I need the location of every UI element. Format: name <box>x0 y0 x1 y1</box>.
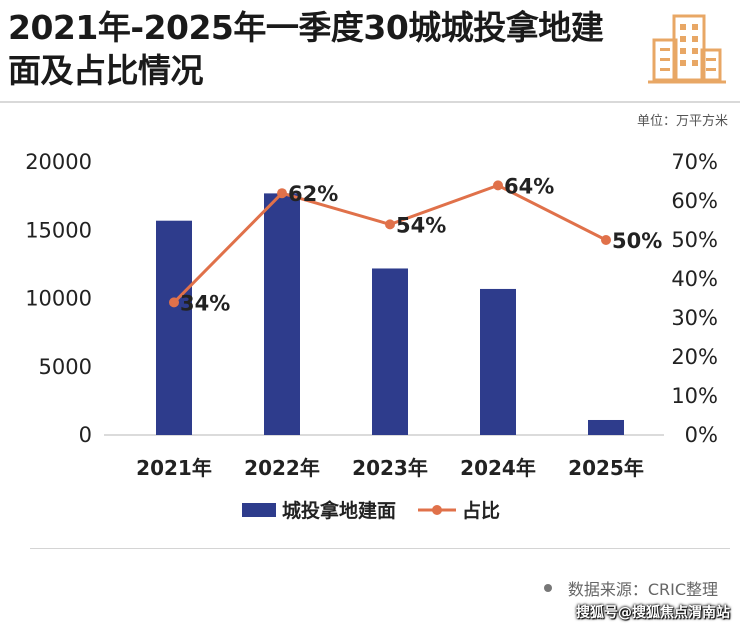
x-axis: 2021年 2022年 2023年 2024年 2025年 <box>136 456 644 480</box>
combo-chart: 0 5000 10000 15000 20000 0% 10% 20% 30% 40% 50% 60… <box>25 150 718 522</box>
data-label: 54% <box>396 213 446 237</box>
line-point <box>169 297 179 308</box>
bar <box>156 220 192 435</box>
line-point <box>493 180 503 191</box>
data-label: 62% <box>288 182 338 206</box>
x-tick-label: 2021年 <box>136 456 212 480</box>
x-tick-label: 2025年 <box>568 456 644 480</box>
bar <box>264 193 300 435</box>
legend-bar-swatch <box>242 503 276 517</box>
right-tick-label: 50% <box>671 228 718 252</box>
building-icon <box>648 14 726 84</box>
line-point <box>277 188 287 199</box>
bar <box>588 419 624 435</box>
bar <box>372 268 408 435</box>
watermark: 搜狐号@搜狐焦点渭南站 <box>576 605 730 621</box>
x-tick-label: 2023年 <box>352 456 428 480</box>
left-tick-label: 10000 <box>25 287 92 311</box>
legend-line-marker <box>432 505 442 515</box>
source-note: 数据来源：CRIC整理 <box>543 576 718 600</box>
left-tick-label: 0 <box>79 423 92 447</box>
data-label: 50% <box>612 229 662 253</box>
right-tick-label: 70% <box>671 150 718 174</box>
data-label: 34% <box>180 291 230 315</box>
source-text: 数据来源：CRIC整理 <box>567 580 718 599</box>
right-tick-label: 10% <box>671 384 718 408</box>
right-tick-label: 40% <box>671 267 718 291</box>
right-tick-label: 60% <box>671 189 718 213</box>
left-tick-label: 20000 <box>25 150 92 174</box>
unit-label: 单位：万平方米 <box>636 114 728 129</box>
legend-label: 城投拿地建面 <box>282 499 396 522</box>
right-axis: 0% 10% 20% 30% 40% 50% 60% 70% <box>671 150 718 447</box>
x-tick-label: 2024年 <box>460 456 536 480</box>
right-tick-label: 30% <box>671 306 718 330</box>
right-tick-label: 20% <box>671 345 718 369</box>
legend-label: 占比 <box>462 499 500 522</box>
bar-series <box>156 193 624 435</box>
footer-divider <box>30 548 730 549</box>
left-axis: 0 5000 10000 15000 20000 <box>25 150 92 447</box>
header-divider <box>0 101 740 103</box>
line-point <box>601 235 611 245</box>
legend: 城投拿地建面 占比 <box>242 499 500 522</box>
left-tick-label: 15000 <box>25 218 92 242</box>
left-tick-label: 5000 <box>39 355 92 379</box>
line-series: 34% 62% 54% 64% 50% <box>169 174 662 315</box>
right-tick-label: 0% <box>685 423 718 447</box>
bar <box>480 288 516 435</box>
chart-title: 2021年-2025年一季度30城城投拿地建面及占比情况 <box>8 8 604 90</box>
bullet-icon <box>543 584 552 592</box>
x-tick-label: 2022年 <box>244 456 320 480</box>
data-label: 64% <box>504 174 554 198</box>
line-point <box>385 219 395 230</box>
